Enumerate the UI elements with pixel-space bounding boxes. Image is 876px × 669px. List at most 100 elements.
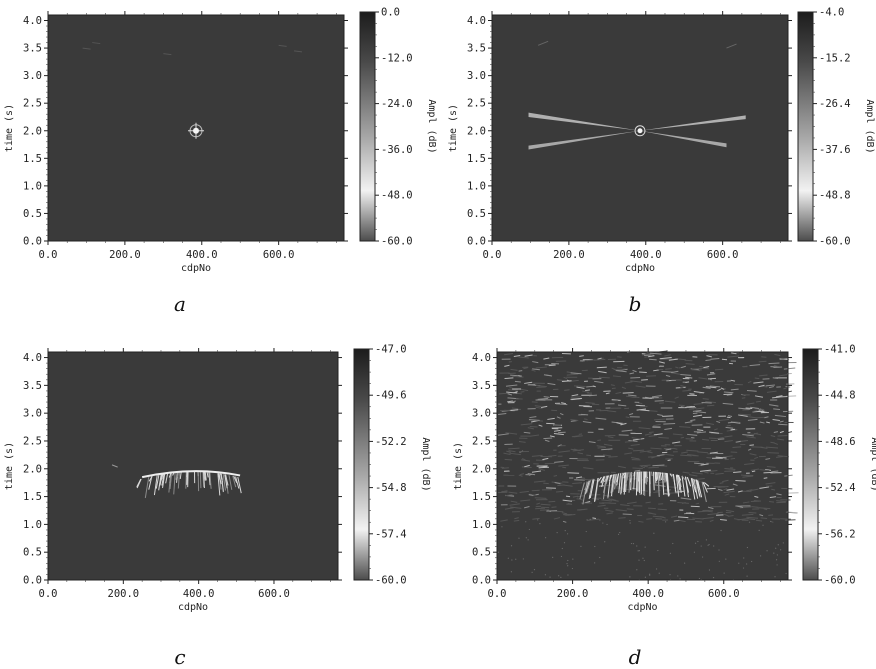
noise-streak — [538, 465, 548, 468]
noise-streak — [692, 414, 703, 417]
noise-streak — [773, 408, 780, 410]
x-tick-label: 200.0 — [109, 249, 141, 261]
noise-streak — [587, 518, 600, 521]
noise-speck — [585, 530, 587, 533]
noise-streak — [732, 483, 738, 486]
noise-streak — [571, 397, 582, 401]
noise-streak — [730, 428, 736, 431]
noise-streak — [536, 384, 547, 388]
noise-streak — [671, 515, 678, 518]
arc-streak — [593, 478, 599, 502]
colorbar-title: Ampl (dB) — [420, 437, 431, 491]
arc-streak — [658, 472, 661, 481]
noise-streak — [659, 361, 665, 364]
arc-streak — [654, 471, 657, 484]
noise-speck — [528, 528, 530, 531]
noise-streak — [531, 369, 536, 372]
artifact — [92, 42, 101, 45]
noise-streak — [531, 454, 543, 457]
noise-streak — [708, 437, 717, 440]
noise-streak — [553, 432, 564, 436]
noise-streak — [628, 394, 637, 397]
colorbar-title: Ampl (dB) — [869, 437, 876, 491]
arc-streak — [665, 472, 668, 483]
arc-streak — [155, 474, 160, 489]
noise-streak — [763, 508, 768, 511]
noise-streak — [709, 385, 721, 388]
noise-streak — [649, 410, 658, 412]
noise-streak — [639, 450, 652, 453]
noise-streak — [547, 510, 552, 512]
noise-streak — [518, 474, 523, 477]
panel-c: 0.0 0.5 1.0 1.5 2.0 2.5 3.0 3.5 4.0 0.0 200.0 400.0… — [4, 344, 431, 669]
noise-streak — [648, 358, 657, 361]
noise-streak — [629, 372, 635, 375]
arc-streak — [681, 475, 686, 497]
noise-streak — [709, 519, 714, 522]
noise-speck — [669, 552, 672, 554]
noise-streak — [680, 406, 686, 408]
x-tick-label: 200.0 — [553, 249, 585, 261]
noise-streak — [754, 408, 765, 411]
noise-streak — [723, 490, 735, 494]
noise-streak — [595, 417, 607, 420]
panel-letter: b — [629, 292, 642, 316]
arc-streak — [623, 472, 627, 495]
noise-streak — [741, 513, 754, 516]
colorbar-tick-label: -54.8 — [375, 482, 407, 494]
noise-streak — [706, 469, 718, 473]
noise-streak — [572, 482, 583, 484]
noise-streak — [631, 457, 640, 460]
noise-speck — [556, 531, 558, 534]
arc-streak — [168, 472, 172, 493]
noise-streak — [505, 432, 518, 435]
noise-streak — [678, 519, 686, 523]
noise-streak — [557, 444, 562, 447]
noise-streak — [726, 488, 735, 491]
noise-streak — [618, 465, 626, 469]
noise-speck — [629, 522, 631, 524]
arc-streak — [159, 474, 163, 486]
noise-streak — [512, 400, 516, 403]
artifact — [278, 44, 287, 47]
noise-streak — [770, 441, 775, 444]
y-tick-label: 3.0 — [23, 408, 42, 420]
noise-streak — [668, 358, 678, 361]
noise-streak — [574, 385, 586, 387]
noise-streak — [738, 414, 748, 417]
noise-streak — [641, 379, 648, 381]
plot-frame — [496, 351, 789, 581]
noise-streak — [742, 433, 754, 437]
noise-streak — [693, 391, 705, 394]
arc-streak — [153, 475, 158, 496]
noise-streak — [786, 511, 798, 514]
noise-streak — [603, 443, 613, 447]
noise-streak — [717, 438, 725, 440]
noise-streak — [784, 519, 796, 521]
noise-streak — [601, 448, 613, 451]
noise-streak — [667, 459, 671, 462]
noise-streak — [642, 353, 654, 356]
noise-streak — [519, 473, 525, 476]
noise-streak — [706, 373, 716, 376]
arc-streak — [653, 471, 655, 491]
noise-streak — [696, 431, 707, 434]
noise-streak — [572, 449, 584, 452]
noise-speck — [649, 573, 651, 575]
x-tick-label: 600.0 — [263, 249, 295, 261]
noise-streak — [580, 476, 586, 479]
y-tick-label: 3.0 — [23, 70, 42, 82]
noise-streak — [708, 378, 713, 381]
noise-streak — [638, 520, 644, 523]
noise-streak — [582, 390, 590, 393]
noise-speck — [774, 576, 776, 578]
noise-streak — [648, 434, 657, 438]
noise-streak — [558, 450, 570, 453]
noise-streak — [504, 507, 514, 510]
noise-streak — [643, 465, 648, 468]
noise-speck — [760, 555, 762, 557]
noise-streak — [765, 482, 776, 485]
noise-streak — [680, 373, 692, 376]
arc-streak — [628, 472, 631, 493]
noise-streak — [742, 475, 754, 478]
